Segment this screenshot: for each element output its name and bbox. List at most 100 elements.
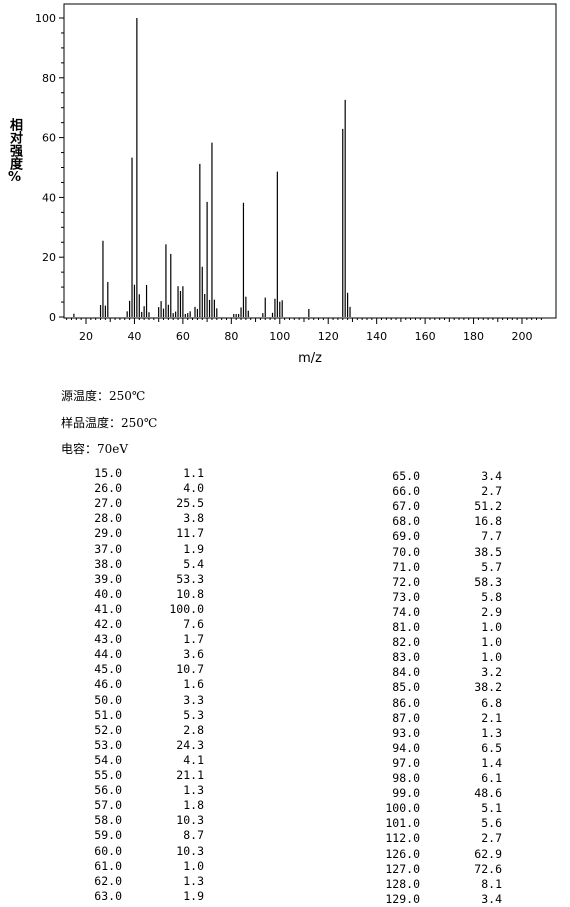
mz-value: 94.0 [392, 740, 420, 755]
intensity-value: 5.7 [481, 559, 502, 574]
intensity-value: 5.4 [183, 556, 204, 571]
mz-value: 67.0 [392, 499, 420, 514]
intensity-value: 1.9 [183, 888, 204, 903]
mz-value: 73.0 [392, 589, 420, 604]
mz-value: 129.0 [385, 891, 420, 906]
mz-value: 100.0 [385, 801, 420, 816]
intensity-value: 48.6 [474, 786, 502, 801]
mz-value: 40.0 [94, 586, 122, 601]
mz-value: 99.0 [392, 786, 420, 801]
mz-value: 68.0 [392, 514, 420, 529]
intensity-value: 6.5 [481, 740, 502, 755]
mz-value: 101.0 [385, 816, 420, 831]
x-tick-label: 40 [127, 330, 141, 343]
x-tick-label: 100 [269, 330, 290, 343]
mz-value: 85.0 [392, 680, 420, 695]
mz-value: 127.0 [385, 861, 420, 876]
intensity-value: 10.8 [176, 586, 204, 601]
mz-value: 61.0 [94, 858, 122, 873]
intensity-value: 4.0 [183, 481, 204, 496]
intensity-value: 11.7 [176, 526, 204, 541]
y-tick-label: 20 [42, 251, 56, 264]
intensity-value: 3.6 [183, 647, 204, 662]
mz-value: 38.0 [94, 556, 122, 571]
mz-value: 45.0 [94, 662, 122, 677]
mz-value: 44.0 [94, 647, 122, 662]
intensity-value: 1.4 [481, 755, 502, 770]
mz-value: 42.0 [94, 617, 122, 631]
mz-value: 63.0 [94, 888, 122, 903]
intensity-value: 1.6 [183, 677, 204, 692]
mz-value: 28.0 [94, 511, 122, 526]
mz-value: 39.0 [94, 571, 122, 586]
mz-value: 126.0 [385, 846, 420, 861]
intensity-value: 2.7 [481, 484, 502, 499]
y-tick-label: 80 [42, 72, 56, 85]
intensity-value: 1.9 [183, 541, 204, 556]
intensity-value: 8.7 [183, 828, 204, 843]
intensity-value: 1.3 [481, 725, 502, 740]
mz-value: 93.0 [392, 725, 420, 740]
x-tick-label: 140 [366, 330, 387, 343]
intensity-value: 21.1 [176, 768, 204, 782]
intensity-value: 5.1 [481, 801, 502, 816]
mz-value: 37.0 [94, 541, 122, 556]
intensity-value: 16.8 [474, 514, 502, 529]
intensity-value: 2.1 [481, 710, 502, 725]
y-tick-label: 100 [35, 12, 56, 25]
mz-value: 97.0 [392, 755, 420, 770]
intensity-value: 25.5 [176, 496, 204, 511]
y-tick-label: 0 [49, 311, 56, 324]
intensity-value: 62.9 [474, 846, 502, 861]
mz-value: 52.0 [94, 722, 122, 737]
source-temperature: 源温度：250℃ [61, 389, 146, 403]
x-tick-label: 200 [512, 330, 533, 343]
mz-value: 82.0 [392, 635, 420, 650]
mz-value: 43.0 [94, 632, 122, 647]
intensity-value: 5.3 [183, 707, 204, 722]
mz-value: 15.0 [94, 466, 122, 480]
intensity-value: 3.2 [481, 665, 502, 680]
mz-value: 29.0 [94, 526, 122, 541]
intensity-value: 2.8 [183, 722, 204, 737]
y-axis-label: 相对强度% [7, 118, 22, 185]
intensity-value: 2.7 [481, 831, 502, 846]
mz-value: 84.0 [392, 665, 420, 680]
x-axis: 20 40 60 80 100 120 140 160 180 200 [66, 318, 542, 343]
intensity-value: 5.6 [481, 816, 502, 831]
y-axis: 0 20 40 60 80 100 [35, 12, 64, 324]
mz-value: 72.0 [392, 574, 420, 589]
mz-value: 41.0 [94, 601, 122, 616]
intensity-value: 1.8 [183, 798, 204, 813]
intensity-value: 24.3 [176, 737, 204, 752]
x-tick-label: 60 [176, 330, 190, 343]
intensity-value: 6.1 [481, 771, 502, 785]
mz-value: 51.0 [94, 707, 122, 722]
intensity-value: 7.7 [481, 529, 502, 544]
spectrum-peaks [73, 18, 351, 317]
intensity-value: 8.1 [481, 876, 502, 891]
intensity-value: 3.3 [183, 692, 204, 707]
intensity-value: 7.6 [183, 617, 204, 631]
mz-value: 60.0 [94, 843, 122, 858]
intensity-value: 1.0 [183, 858, 204, 873]
intensity-value: 100.0 [169, 601, 204, 616]
x-tick-label: 20 [79, 330, 93, 343]
x-tick-label: 160 [415, 330, 436, 343]
intensity-value: 6.8 [481, 695, 502, 710]
mz-value: 128.0 [385, 876, 420, 891]
mz-value: 56.0 [94, 783, 122, 798]
mz-value: 83.0 [392, 650, 420, 665]
x-tick-label: 120 [318, 330, 339, 343]
intensity-value: 5.8 [481, 589, 502, 604]
mz-value: 50.0 [94, 692, 122, 707]
intensity-value: 4.1 [183, 752, 204, 767]
intensity-value: 72.6 [474, 861, 502, 876]
intensity-value: 53.3 [176, 571, 204, 586]
mz-value: 98.0 [392, 771, 420, 785]
intensity-value: 1.7 [183, 632, 204, 647]
x-axis-label: m/z [298, 351, 322, 366]
mz-value: 71.0 [392, 559, 420, 574]
mz-value: 54.0 [94, 752, 122, 767]
intensity-value: 1.3 [183, 873, 204, 888]
